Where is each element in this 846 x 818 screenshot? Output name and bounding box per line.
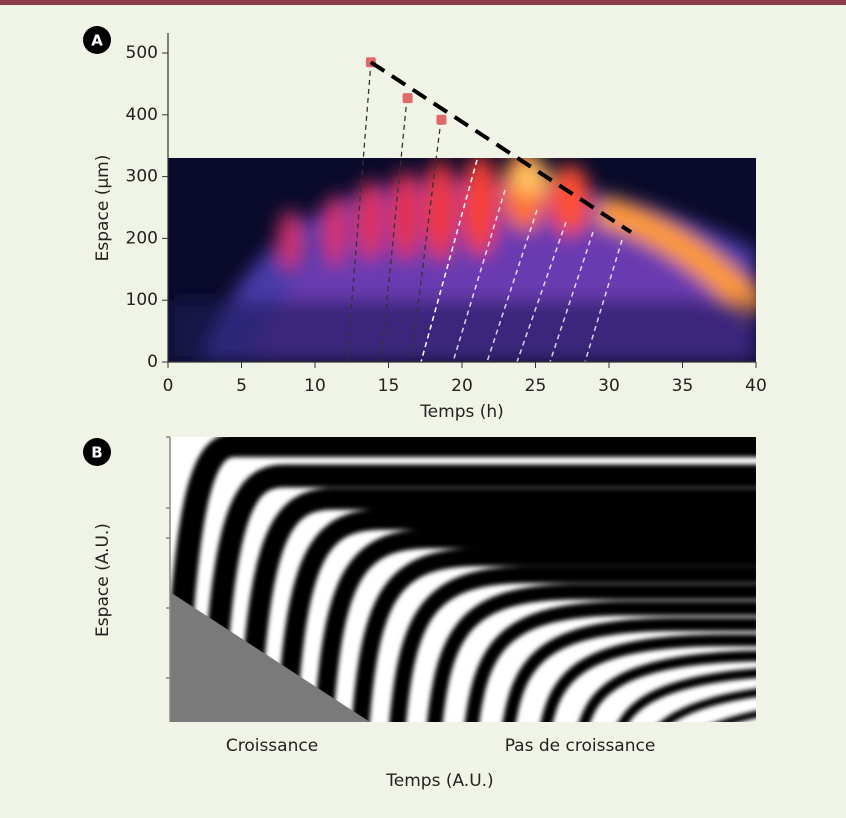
y-axis-title: Espace (A.U.) bbox=[93, 523, 113, 637]
y-tick-label: 300 bbox=[126, 167, 158, 187]
annotation: Croissance bbox=[226, 736, 318, 756]
page: {"chart_data": [ {"type": "scatter", "pa… bbox=[0, 0, 846, 818]
panel-label: B bbox=[91, 444, 102, 462]
x-tick-label: 40 bbox=[745, 376, 767, 396]
y-tick-label: 100 bbox=[126, 290, 158, 310]
x-tick-label: 25 bbox=[525, 376, 547, 396]
panel-label: A bbox=[91, 32, 103, 50]
marker bbox=[436, 115, 446, 125]
x-tick-label: 20 bbox=[451, 376, 473, 396]
x-axis-title: Temps (h) bbox=[419, 402, 504, 422]
y-tick-label: 400 bbox=[126, 105, 158, 125]
heatmap bbox=[168, 150, 756, 362]
x-tick-label: 30 bbox=[598, 376, 620, 396]
annotation: Pas de croissance bbox=[505, 736, 656, 756]
x-tick-label: 15 bbox=[378, 376, 400, 396]
x-tick-label: 0 bbox=[163, 376, 174, 396]
x-tick-label: 35 bbox=[672, 376, 694, 396]
top-border bbox=[0, 0, 846, 5]
x-tick-label: 10 bbox=[304, 376, 326, 396]
figure: 05101520253035400100200300400500 A Espac… bbox=[0, 0, 846, 818]
y-tick-label: 0 bbox=[147, 352, 158, 372]
x-tick-label: 5 bbox=[236, 376, 247, 396]
y-tick-label: 200 bbox=[126, 228, 158, 248]
x-axis-title: Temps (A.U.) bbox=[385, 771, 493, 791]
marker bbox=[403, 93, 413, 103]
y-tick-label: 500 bbox=[126, 43, 158, 63]
y-axis-title: Espace (µm) bbox=[93, 155, 113, 262]
